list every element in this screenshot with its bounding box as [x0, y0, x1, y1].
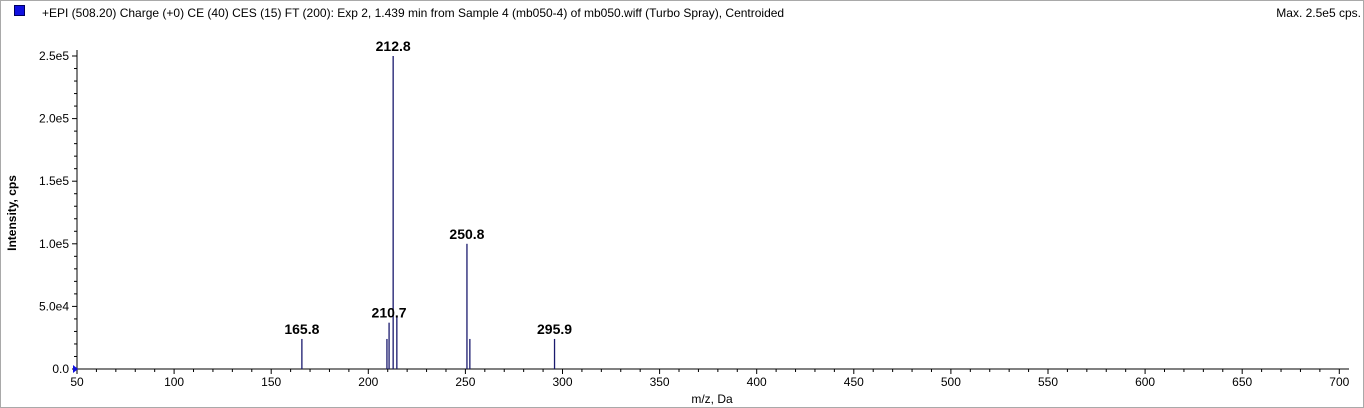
chart-peak-labels: 165.8 210.7 212.8 250.8 295.9 [284, 38, 572, 337]
x-tick-label: 250 [455, 375, 475, 389]
series-legend-swatch[interactable] [14, 5, 25, 16]
x-tick-label: 650 [1232, 375, 1252, 389]
x-tick-label: 300 [552, 375, 572, 389]
x-tick-label: 200 [358, 375, 378, 389]
x-tick-label: 50 [70, 375, 84, 389]
peak-label: 210.7 [372, 305, 407, 321]
peak-label: 295.9 [537, 321, 572, 337]
y-tick-label: 0.0 [52, 362, 69, 376]
x-tick-label: 700 [1329, 375, 1349, 389]
y-axis-label: Intensity, cps [5, 175, 19, 251]
x-tick-label: 100 [164, 375, 184, 389]
peak-label: 250.8 [449, 226, 484, 242]
peak-label: 212.8 [376, 38, 411, 54]
x-tick-label: 500 [941, 375, 961, 389]
chart-peaks [301, 56, 556, 369]
y-tick-label: 2.0e5 [39, 112, 69, 126]
x-tick-label: 600 [1135, 375, 1155, 389]
y-tick-label: 1.0e5 [39, 237, 69, 251]
x-tick-label: 400 [747, 375, 767, 389]
spectrum-header: +EPI (508.20) Charge (+0) CE (40) CES (1… [0, 0, 1364, 26]
x-axis-label: m/z, Da [691, 392, 733, 406]
x-tick-label: 350 [650, 375, 670, 389]
spectrum-title: +EPI (508.20) Charge (+0) CE (40) CES (1… [42, 6, 785, 20]
origin-marker-icon [73, 365, 78, 373]
peak-label: 165.8 [284, 321, 319, 337]
chart-axes: 50 100 150 200 250 300 350 400 450 500 550 600 650 70… [39, 49, 1350, 389]
y-tick-label: 2.5e5 [39, 49, 69, 63]
y-tick-label: 1.5e5 [39, 174, 69, 188]
max-intensity-label: Max. 2.5e5 cps. [1276, 6, 1361, 20]
x-tick-label: 450 [844, 375, 864, 389]
x-tick-label: 150 [261, 375, 281, 389]
x-tick-label: 550 [1038, 375, 1058, 389]
y-tick-label: 5.0e4 [39, 299, 69, 313]
